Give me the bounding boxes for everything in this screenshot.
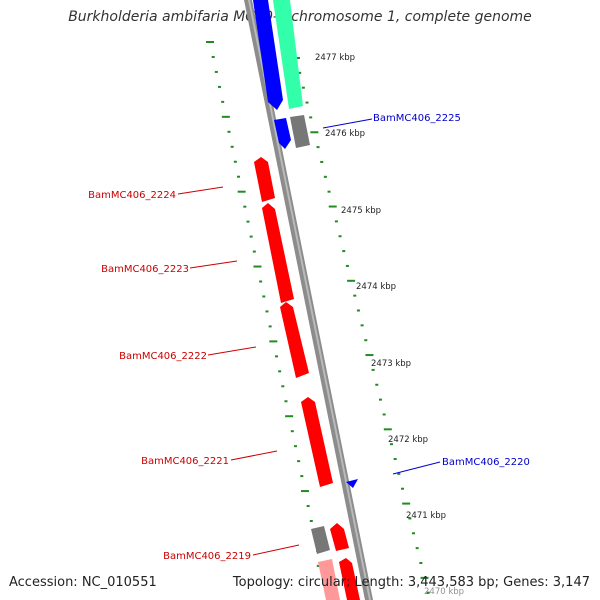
leader-line-2220 [392, 461, 441, 475]
leader-line-2225 [322, 118, 373, 129]
leader-line-2219 [252, 544, 300, 556]
gene-red-2222[interactable] [280, 302, 309, 378]
gene-red-bottom-b[interactable] [339, 558, 360, 600]
topology-label: Topology: circular; Length: 3,443,583 bp… [232, 575, 590, 590]
gene-red-2221[interactable] [301, 397, 333, 487]
leader-line-2221 [230, 450, 278, 461]
scale-label: 2474 kbp [356, 282, 396, 292]
gene-labels: BamMC406_2225 BamMC406_2224 BamMC406_222… [88, 113, 530, 562]
gene-label-2219[interactable]: BamMC406_2219 [163, 551, 251, 562]
map-title: Burkholderia ambifaria MC40-6 chromosome… [68, 9, 532, 25]
scale-label: 2476 kbp [325, 129, 365, 139]
scale-label: 2475 kbp [341, 206, 381, 216]
scale-label: 2471 kbp [406, 511, 446, 521]
pseudo-gene-2219[interactable] [311, 526, 330, 554]
gene-red-2223[interactable] [262, 203, 294, 303]
scale-label: 2473 kbp [371, 359, 411, 369]
scale-label: 2477 kbp [315, 53, 355, 63]
gene-label-2223[interactable]: BamMC406_2223 [101, 264, 189, 275]
leader-line-2224 [177, 186, 224, 195]
leader-line-2223 [189, 260, 238, 269]
gene-blue-2225[interactable] [274, 118, 291, 149]
chromosome-backbone-highlight [248, 0, 371, 600]
gene-label-leaders [177, 118, 441, 556]
rna-gene-green[interactable] [273, 0, 303, 109]
gene-label-2225[interactable]: BamMC406_2225 [373, 113, 461, 124]
scale-labels: 2477 kbp 2476 kbp 2475 kbp 2474 kbp 2473… [315, 53, 464, 597]
gene-red-2224[interactable] [254, 157, 275, 202]
leader-line-2222 [207, 346, 257, 356]
gene-red-bottom-a[interactable] [318, 559, 340, 600]
gene-label-2224[interactable]: BamMC406_2224 [88, 190, 176, 201]
accession-label: Accession: NC_010551 [9, 575, 157, 590]
scale-label: 2470 kbp [424, 587, 464, 597]
gene-red-2219[interactable] [330, 523, 349, 551]
pseudo-gene-2225[interactable] [290, 115, 310, 148]
scale-label: 2472 kbp [388, 435, 428, 445]
gene-label-2220[interactable]: BamMC406_2220 [442, 457, 530, 468]
gene-blue-2220[interactable] [346, 479, 358, 488]
gene-label-2221[interactable]: BamMC406_2221 [141, 456, 229, 467]
gene-blue-large[interactable] [253, 0, 283, 110]
gene-label-2222[interactable]: BamMC406_2222 [119, 351, 207, 362]
